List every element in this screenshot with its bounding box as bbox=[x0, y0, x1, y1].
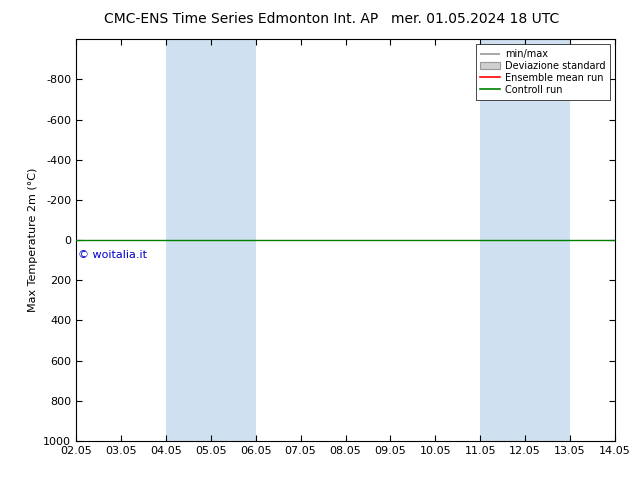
Text: © woitalia.it: © woitalia.it bbox=[79, 250, 147, 260]
Y-axis label: Max Temperature 2m (°C): Max Temperature 2m (°C) bbox=[28, 168, 37, 312]
Bar bbox=[525, 39, 570, 441]
Bar bbox=[480, 39, 525, 441]
Legend: min/max, Deviazione standard, Ensemble mean run, Controll run: min/max, Deviazione standard, Ensemble m… bbox=[476, 44, 610, 99]
Bar bbox=[210, 39, 256, 441]
Text: CMC-ENS Time Series Edmonton Int. AP: CMC-ENS Time Series Edmonton Int. AP bbox=[104, 12, 378, 26]
Text: mer. 01.05.2024 18 UTC: mer. 01.05.2024 18 UTC bbox=[391, 12, 560, 26]
Bar bbox=[166, 39, 210, 441]
